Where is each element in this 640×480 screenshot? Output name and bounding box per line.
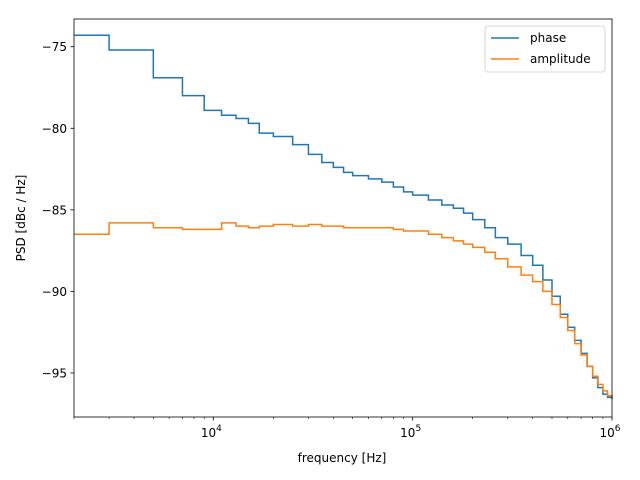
legend-label-phase: phase bbox=[530, 31, 566, 45]
y-axis-label: PSD [dBc / Hz] bbox=[14, 175, 28, 262]
y-tick-label: −80 bbox=[42, 122, 67, 136]
x-tick-label-exponent: 5 bbox=[415, 424, 421, 434]
y-tick-label: −95 bbox=[42, 366, 67, 380]
y-tick-label: −85 bbox=[42, 203, 67, 217]
y-tick-label: −90 bbox=[42, 285, 67, 299]
x-tick-label: 106 bbox=[599, 424, 620, 440]
x-tick-label-base: 10 bbox=[400, 426, 415, 440]
x-tick-label-base: 10 bbox=[201, 426, 216, 440]
y-tick-label: −75 bbox=[42, 40, 67, 54]
legend-label-amplitude: amplitude bbox=[530, 52, 591, 66]
x-tick-label: 104 bbox=[201, 424, 222, 440]
x-tick-label-base: 10 bbox=[599, 426, 614, 440]
x-axis-label: frequency [Hz] bbox=[298, 451, 387, 465]
axes-frame bbox=[73, 18, 613, 418]
axes-layer: 104 105 106−75−80−85−90−95 bbox=[42, 18, 621, 440]
legend: phase amplitude bbox=[484, 25, 606, 73]
series-line-amplitude bbox=[74, 222, 613, 398]
plot-area bbox=[74, 19, 612, 417]
plot-background bbox=[74, 19, 612, 417]
series-layer bbox=[74, 34, 613, 400]
x-tick-label-exponent: 4 bbox=[216, 424, 222, 434]
x-tick-label-exponent: 6 bbox=[615, 424, 621, 434]
x-tick-label: 105 bbox=[400, 424, 421, 440]
